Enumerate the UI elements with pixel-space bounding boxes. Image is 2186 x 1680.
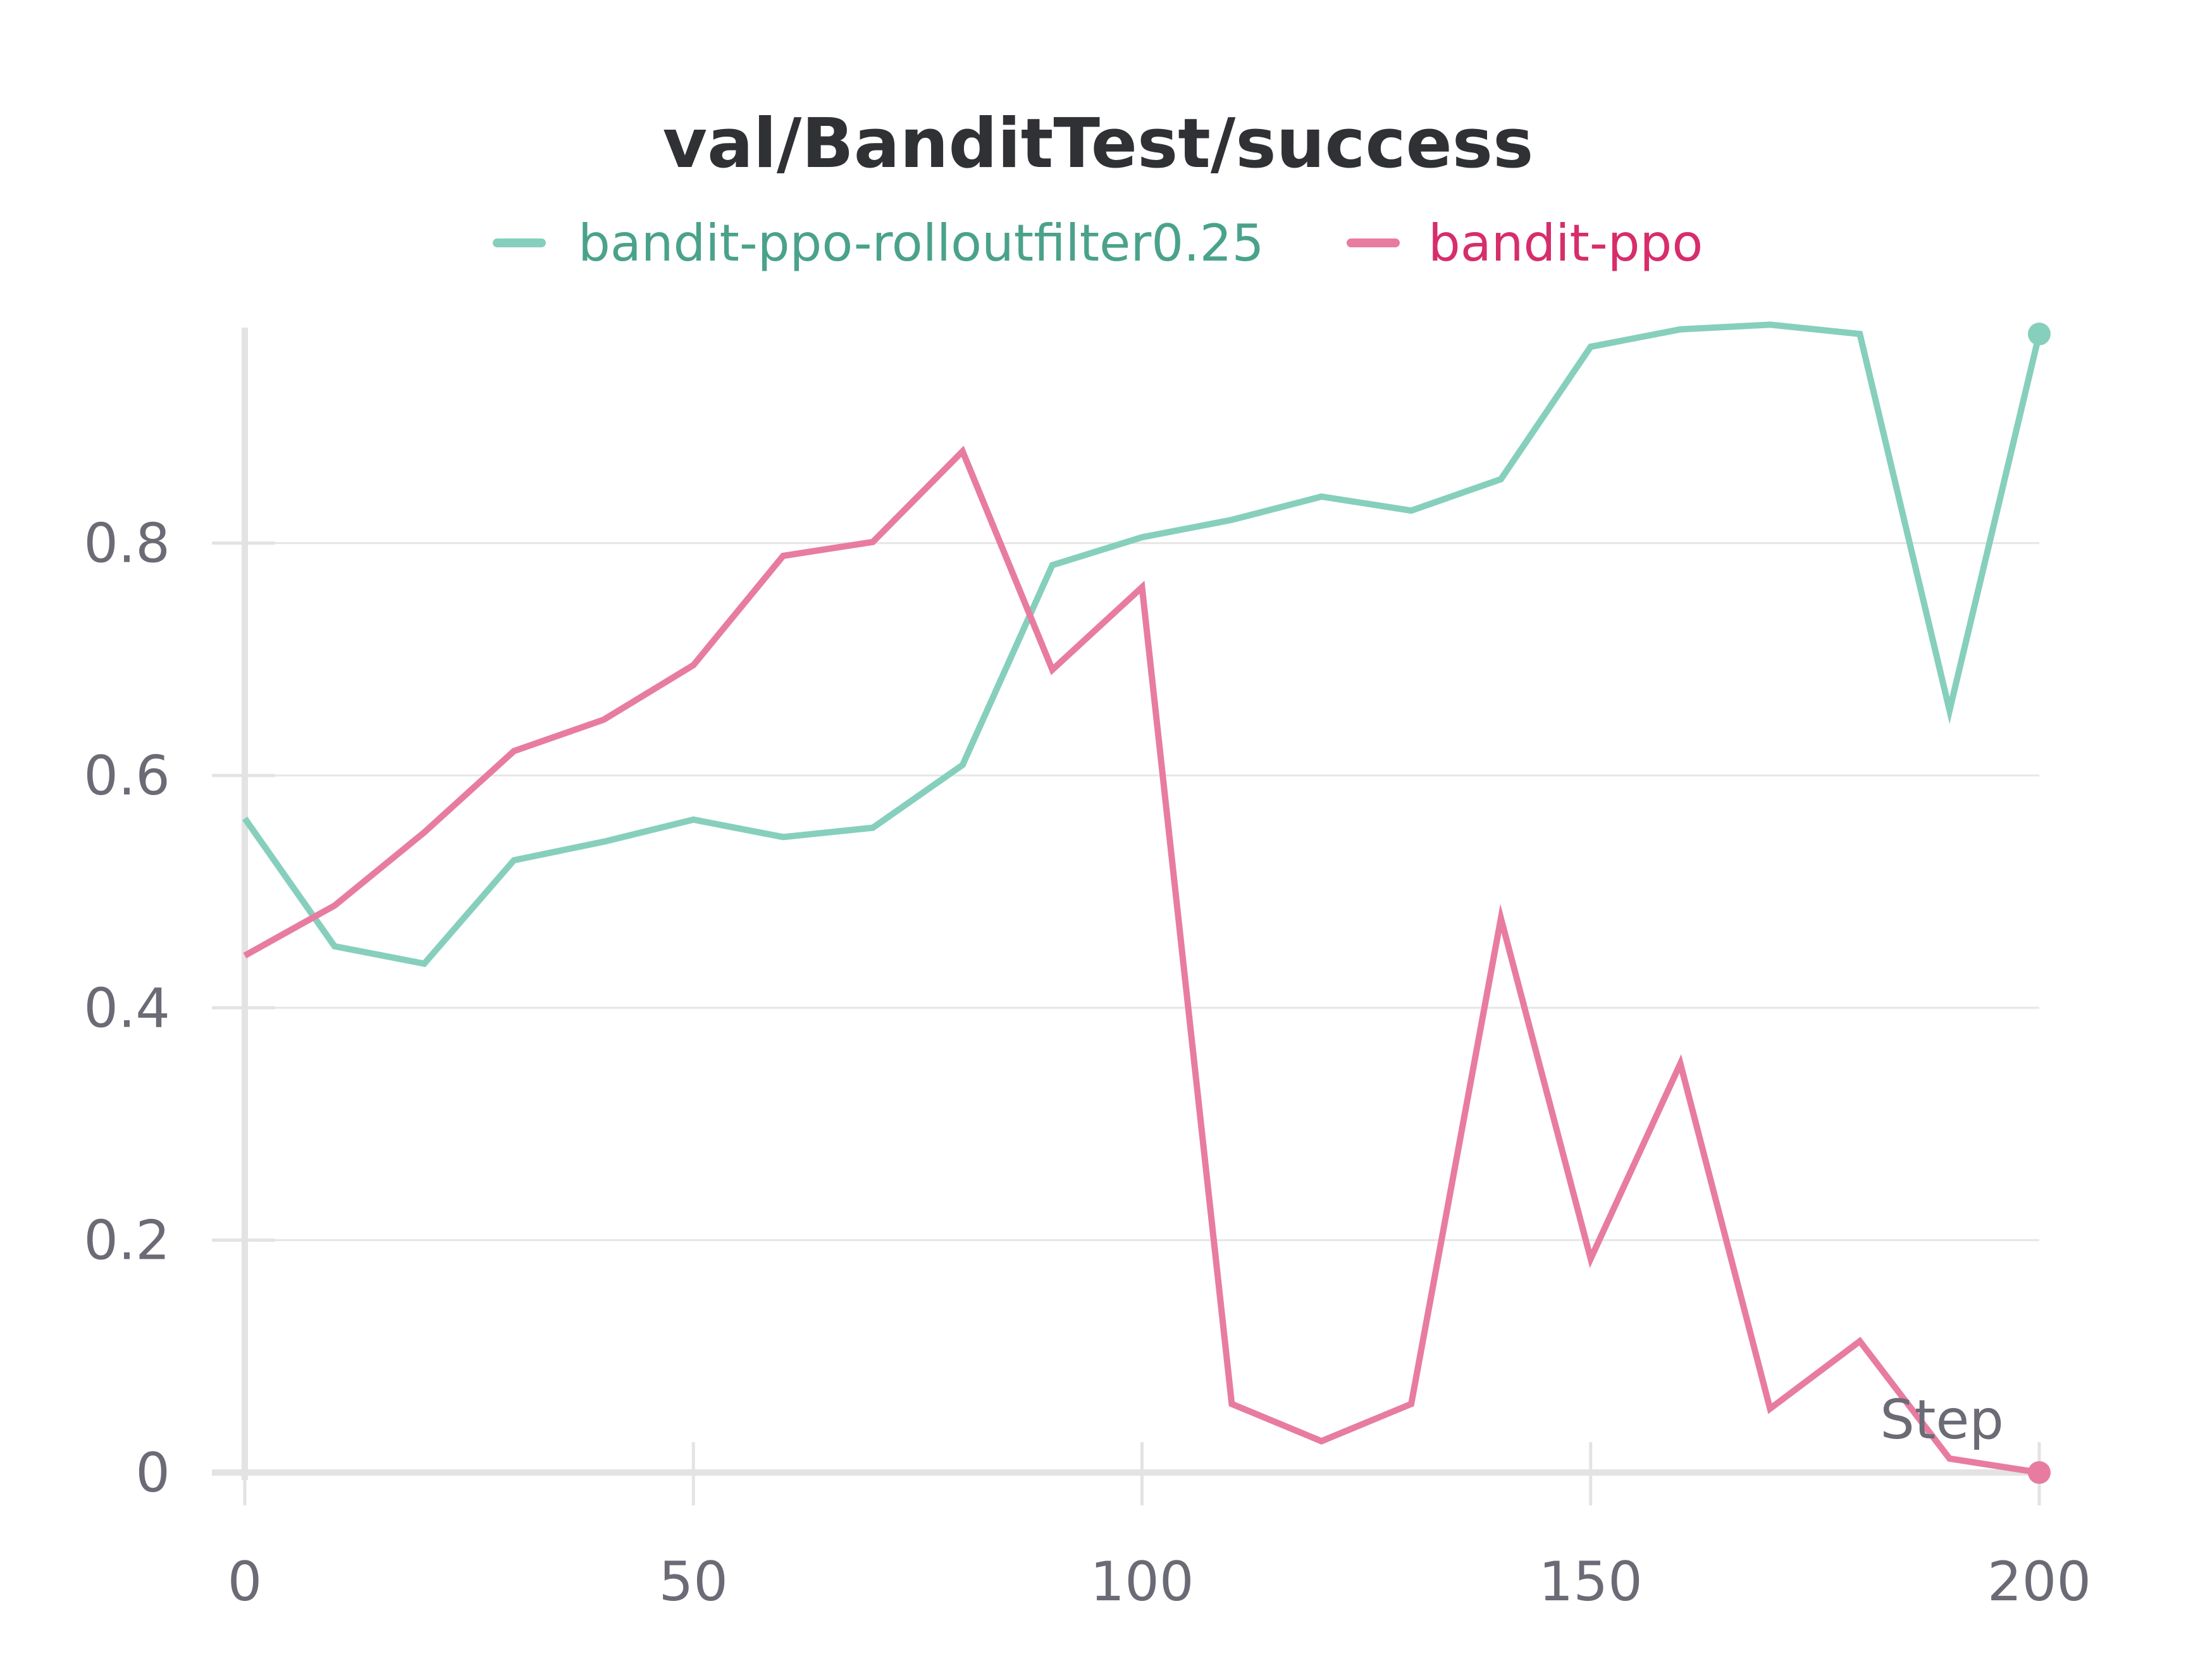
chart-title: val/BanditTest/success xyxy=(663,104,1534,183)
series-endpoint-1 xyxy=(2028,323,2051,345)
x-tick-label: 50 xyxy=(659,1550,728,1614)
legend: bandit-ppo-rolloutfilter0.25 bandit-ppo xyxy=(493,214,1703,273)
series-lines xyxy=(242,321,2051,1484)
x-tick-label: 150 xyxy=(1539,1550,1643,1614)
axes xyxy=(212,328,2042,1480)
x-tick-label: 0 xyxy=(228,1550,262,1614)
series-endpoint-2 xyxy=(2028,1461,2051,1484)
y-tick-label: 0 xyxy=(135,1442,170,1505)
x-axis-title: Step xyxy=(1880,1388,2004,1452)
y-axis-ticks: 0 0.2 0.4 0.6 0.8 xyxy=(83,512,275,1505)
x-tick-label: 100 xyxy=(1090,1550,1194,1614)
legend-label-series-1: bandit-ppo-rolloutfilter0.25 xyxy=(578,214,1264,273)
gridlines xyxy=(245,542,2039,1242)
x-tick-label: 200 xyxy=(1987,1550,2091,1614)
series-line-2 xyxy=(243,445,2040,1476)
x-axis-ticks: 0 50 100 150 200 xyxy=(228,1442,2091,1614)
y-tick-label: 0.6 xyxy=(83,744,170,808)
y-tick-label: 0.4 xyxy=(83,977,170,1040)
y-tick-label: 0.8 xyxy=(83,512,170,576)
legend-label-series-2: bandit-ppo xyxy=(1428,214,1703,273)
series-line-1 xyxy=(242,321,2042,967)
y-tick-label: 0.2 xyxy=(83,1209,170,1273)
